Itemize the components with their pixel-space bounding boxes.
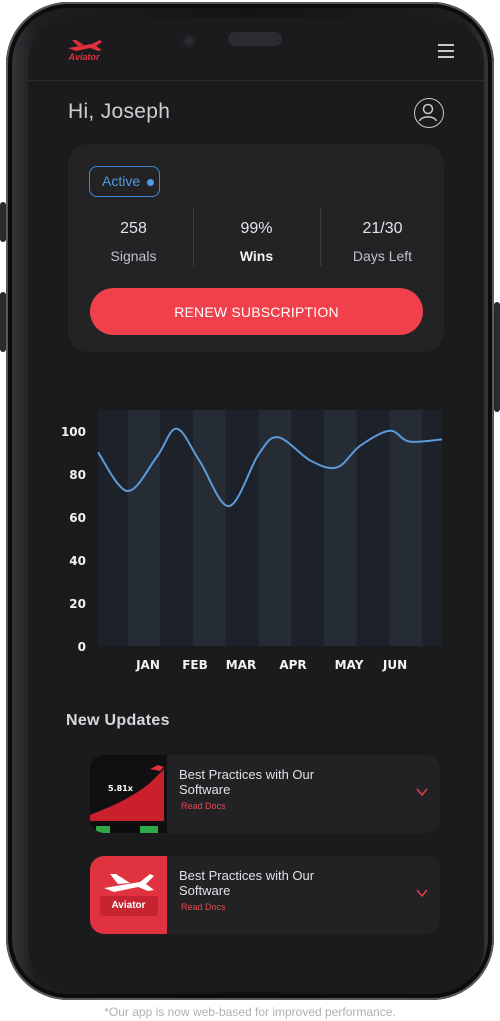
user-profile-icon[interactable] (414, 98, 444, 128)
stat-divider (193, 208, 194, 266)
chart-band (422, 410, 442, 646)
stat-value: 258 (120, 220, 147, 237)
chart-band (225, 410, 259, 646)
stat-divider (320, 208, 321, 266)
read-docs-link[interactable]: Read Docs (181, 902, 226, 912)
stat-signals: 258 Signals (71, 220, 196, 264)
chart-band (193, 410, 226, 646)
renew-subscription-button[interactable]: RENEW SUBSCRIPTION (90, 288, 423, 335)
subscription-card: Active 258 Signals 99% Wins 21/30 Days L… (68, 144, 444, 352)
y-tick-label: 0 (78, 640, 86, 654)
chart-band (291, 410, 325, 646)
aviator-thumb-text: Aviator (111, 900, 146, 911)
power-button (494, 302, 500, 412)
stat-label: Days Left (352, 248, 413, 264)
aviator-logo[interactable]: Aviator (62, 38, 106, 68)
chart-band (258, 410, 292, 646)
stat-value: 99% (240, 220, 273, 237)
update-card-1[interactable]: 5.81x Best Practices with Our Software R… (90, 755, 440, 833)
volume-button (0, 292, 6, 352)
y-tick-label: 60 (69, 511, 86, 525)
stat-days-left: 21/30 Days Left (320, 220, 445, 264)
chart-band (356, 410, 390, 646)
x-tick-label: JAN (135, 658, 160, 672)
y-tick-label: 80 (69, 468, 86, 482)
series-line (97, 427, 443, 508)
phone-frame: Aviator Hi, Joseph Active 258 Signals (0, 2, 500, 1000)
y-tick-label: 40 (69, 554, 86, 568)
greeting-text: Hi, Joseph (68, 100, 171, 123)
updates-heading: New Updates (66, 712, 170, 729)
plane-icon (68, 40, 102, 51)
x-tick-label: MAR (226, 658, 256, 672)
stat-value: 21/30 (362, 220, 403, 237)
performance-chart: 100 80 60 40 20 0 JAN FEB MAR APR MAY JUN (61, 410, 443, 672)
status-text: Active (102, 173, 141, 189)
y-tick-label: 100 (61, 425, 86, 439)
status-badge: Active (89, 166, 160, 197)
side-button (0, 202, 6, 242)
chart-band (389, 410, 423, 646)
update-card-2[interactable]: Aviator Best Practices with Our Software… (90, 856, 440, 934)
hamburger-menu-icon[interactable] (438, 44, 454, 58)
chevron-down-icon[interactable] (416, 888, 428, 898)
x-tick-label: FEB (182, 658, 208, 672)
x-tick-label: APR (279, 658, 306, 672)
top-bar: Aviator (28, 18, 484, 81)
update-title: Best Practices with Our Software (179, 868, 315, 898)
screen: Aviator Hi, Joseph Active 258 Signals (28, 18, 484, 992)
update-thumbnail: Aviator (90, 856, 167, 934)
chart-band (98, 410, 128, 646)
stat-wins: 99% Wins (194, 220, 319, 264)
footnote: *Our app is now web-based for improved p… (104, 1005, 396, 1019)
x-tick-label: JUN (382, 658, 407, 672)
chevron-down-icon[interactable] (416, 787, 428, 797)
update-title: Best Practices with Our Software (179, 767, 315, 797)
chart-band (160, 410, 194, 646)
read-docs-link[interactable]: Read Docs (181, 801, 226, 811)
camera-icon (182, 34, 196, 48)
multiplier-text: 5.81x (108, 784, 133, 793)
stat-label: Signals (110, 248, 157, 264)
chart-band (324, 410, 357, 646)
y-tick-label: 20 (69, 597, 86, 611)
chart-band (127, 410, 161, 646)
status-dot-icon (147, 179, 154, 186)
stat-label: Wins (239, 248, 274, 264)
update-thumbnail: 5.81x (90, 755, 167, 833)
logo-text: Aviator (68, 52, 100, 62)
speaker-grille (228, 32, 282, 46)
x-tick-label: MAY (335, 658, 364, 672)
